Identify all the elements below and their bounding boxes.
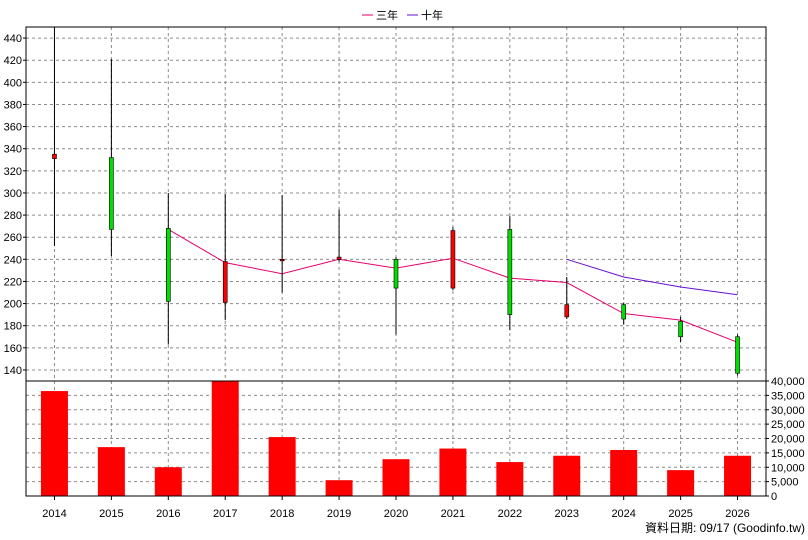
price-tick-label: 380: [4, 99, 22, 111]
candle-body: [678, 320, 683, 338]
data-date-footer: 資料日期: 09/17 (Goodinfo.tw): [645, 521, 805, 535]
price-tick-label: 180: [4, 321, 22, 333]
candle-body: [507, 229, 513, 315]
candle-body: [735, 336, 740, 374]
volume-tick-label: 20,000: [771, 434, 805, 446]
price-tick-label: 340: [4, 144, 22, 156]
volume-bar: [97, 447, 125, 496]
volume-bar: [154, 467, 182, 496]
volume-bar: [610, 450, 638, 496]
candle-body: [52, 153, 57, 159]
candle-body: [564, 304, 570, 318]
legend-label-three-year: 三年: [376, 8, 398, 22]
volume-bar: [439, 448, 467, 496]
year-tick-label: 2024: [611, 508, 635, 520]
price-tick-label: 400: [4, 77, 22, 89]
price-tick-label: 280: [4, 210, 22, 222]
volume-bar: [496, 462, 524, 496]
price-tick-label: 320: [4, 166, 22, 178]
candle-body: [166, 228, 171, 302]
volume-bar: [724, 455, 752, 496]
volume-axis: 0 5,000 10,000 15,000 20,000 25,000 30,000 35,0…: [766, 376, 805, 503]
price-tick-label: 160: [4, 343, 22, 355]
year-tick-label: 2026: [725, 508, 749, 520]
candle-body: [393, 259, 399, 289]
price-tick-label: 220: [4, 276, 22, 288]
volume-tick-label: 15,000: [771, 448, 805, 460]
candlesticks: [52, 27, 740, 376]
volume-bar: [268, 437, 296, 496]
volume-tick-label: 40,000: [771, 376, 805, 388]
year-tick-label: 2015: [99, 508, 123, 520]
year-tick-label: 2025: [668, 508, 692, 520]
volume-tick-label: 35,000: [771, 390, 805, 402]
year-tick-label: 2019: [327, 508, 351, 520]
year-tick-label: 2016: [156, 508, 180, 520]
legend: 三年 十年: [362, 8, 443, 22]
year-tick-label: 2023: [555, 508, 579, 520]
volume-bar: [40, 391, 68, 496]
year-tick-label: 2018: [270, 508, 294, 520]
year-tick-label: 2020: [384, 508, 408, 520]
candle-body: [279, 259, 285, 262]
price-tick-label: 440: [4, 33, 22, 45]
price-tick-label: 420: [4, 55, 22, 67]
price-tick-label: 140: [4, 365, 22, 377]
candle-body: [450, 230, 456, 289]
volume-bar: [667, 470, 695, 496]
price-tick-label: 360: [4, 122, 22, 134]
price-tick-label: 300: [4, 188, 22, 200]
candle-body: [109, 157, 114, 230]
price-tick-label: 240: [4, 254, 22, 266]
year-tick-label: 2021: [441, 508, 465, 520]
volume-bars: [40, 381, 752, 496]
legend-label-ten-year: 十年: [421, 8, 443, 22]
year-tick-label: 2014: [42, 508, 66, 520]
price-axis: 140 160 180 200 220 240 260 280 300 320 340 360 380 4…: [4, 33, 26, 377]
volume-tick-label: 25,000: [771, 419, 805, 431]
volume-tick-label: 10,000: [771, 462, 805, 474]
plot-frame: [25, 26, 767, 497]
price-tick-label: 260: [4, 232, 22, 244]
volume-bar: [211, 381, 239, 496]
year-axis: 2014 2015 2016 2017 2018 2019 2020 2021 2022 2023…: [42, 496, 750, 520]
year-tick-label: 2017: [213, 508, 237, 520]
candle-body: [222, 261, 228, 303]
volume-tick-label: 0: [771, 491, 777, 503]
volume-tick-label: 30,000: [771, 405, 805, 417]
volume-bar: [553, 455, 581, 496]
volume-tick-label: 5,000: [771, 477, 799, 489]
volume-bar: [325, 480, 353, 496]
year-tick-label: 2022: [498, 508, 522, 520]
volume-bar: [382, 459, 410, 496]
moving-average-line: [566, 258, 738, 296]
candle-body: [621, 304, 626, 320]
candle-body: [336, 256, 342, 260]
price-tick-label: 200: [4, 299, 22, 311]
